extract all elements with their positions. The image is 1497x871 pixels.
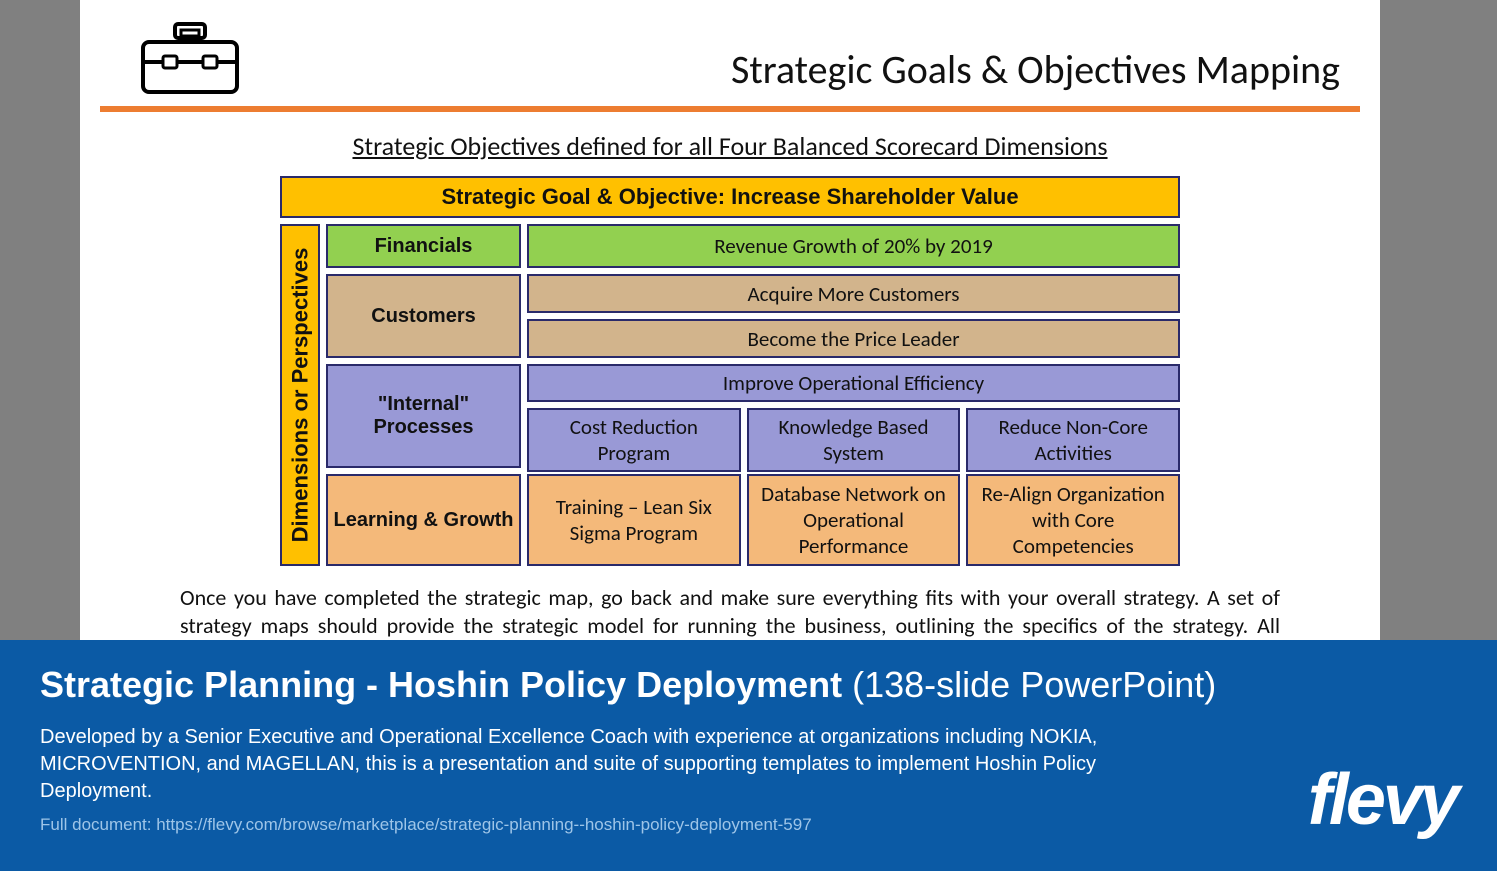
slide-title: Strategic Goals & Objectives Mapping [245,45,1350,98]
objective-subcell: Reduce Non-Core Activities [966,408,1180,472]
objectives-column: Improve Operational EfficiencyCost Reduc… [527,364,1180,468]
orange-divider [100,106,1360,112]
objective-cell: Become the Price Leader [527,319,1180,358]
matrix: Strategic Goal & Objective: Increase Sha… [80,176,1380,566]
objectives-column: Acquire More Customers Become the Price L… [527,274,1180,358]
objective-subcell: Knowledge Based System [747,408,961,472]
objectives-column: Revenue Growth of 20% by 2019 [527,224,1180,268]
flevy-logo: flevy [1308,759,1457,841]
promo-title-rest: (138-slide PowerPoint) [842,664,1216,705]
promo-description: Developed by a Senior Executive and Oper… [40,724,1100,805]
slide-subtitle: Strategic Objectives defined for all Fou… [80,130,1380,162]
promo-title: Strategic Planning - Hoshin Policy Deplo… [40,664,1457,706]
matrix-row: "Internal" ProcessesImprove Operational … [326,364,1180,468]
body-paragraph: Once you have completed the strategic ma… [180,584,1280,640]
slide-header: Strategic Goals & Objectives Mapping [80,0,1380,106]
objective-subcell: Training – Lean Six Sigma Program [527,474,741,566]
dimension-cell: Learning & Growth [326,474,521,566]
objectives-column: Training – Lean Six Sigma ProgramDatabas… [527,474,1180,566]
matrix-row: FinancialsRevenue Growth of 20% by 2019 [326,224,1180,268]
promo-title-bold: Strategic Planning - Hoshin Policy Deplo… [40,664,842,705]
matrix-row: CustomersAcquire More Customers Become th… [326,274,1180,358]
objective-subcell: Re-Align Organization with Core Competen… [966,474,1180,566]
promo-footer: Strategic Planning - Hoshin Policy Deplo… [0,640,1497,871]
objectives-subrow: Training – Lean Six Sigma ProgramDatabas… [527,474,1180,566]
objective-cell: Improve Operational Efficiency [527,364,1180,402]
dimension-cell: Customers [326,274,521,358]
matrix-row: Learning & GrowthTraining – Lean Six Sig… [326,474,1180,566]
dimension-cell: Financials [326,224,521,268]
objectives-subrow: Cost Reduction ProgramKnowledge Based Sy… [527,408,1180,472]
objective-cell: Acquire More Customers [527,274,1180,313]
promo-link[interactable]: Full document: https://flevy.com/browse/… [40,815,1457,835]
briefcase-icon [135,18,245,98]
dimensions-vertical-label: Dimensions or Perspectives [280,224,320,566]
objective-subcell: Database Network on Operational Performa… [747,474,961,566]
dimensions-vertical-label-text: Dimensions or Perspectives [287,248,313,543]
goal-bar: Strategic Goal & Objective: Increase Sha… [280,176,1180,218]
objective-cell: Revenue Growth of 20% by 2019 [527,224,1180,268]
dimension-cell: "Internal" Processes [326,364,521,468]
slide: Strategic Goals & Objectives Mapping Str… [80,0,1380,640]
objective-subcell: Cost Reduction Program [527,408,741,472]
